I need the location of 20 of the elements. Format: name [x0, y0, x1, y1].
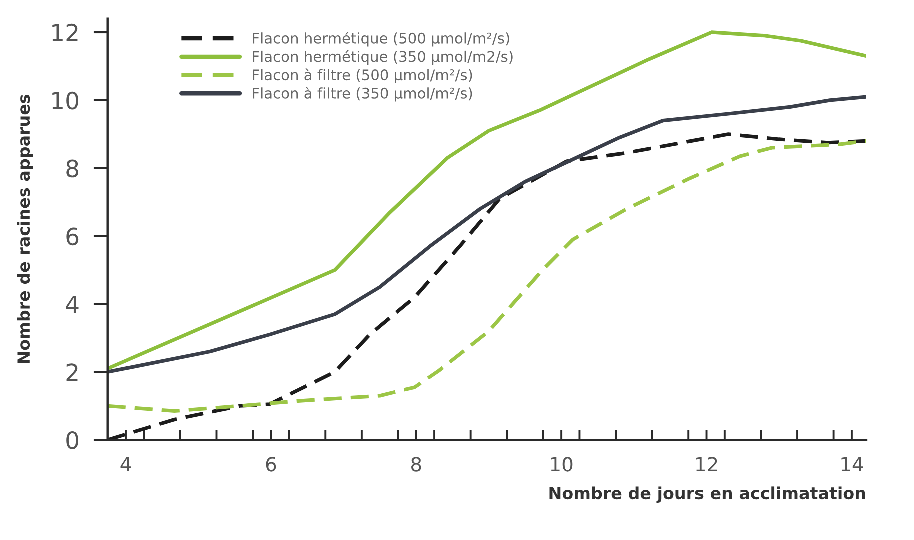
y-tick-label: 2	[66, 364, 78, 382]
y-tick-label: 4	[66, 296, 79, 314]
legend-label: Flacon à filtre (500 µmol/m²/s)	[253, 68, 472, 84]
y-tick-label: 10	[52, 92, 79, 110]
x-tick-label: 14	[842, 457, 864, 472]
x-tick-label: 10	[551, 457, 573, 472]
y-tick-label: 8	[66, 160, 78, 178]
y-tick-label: 0	[66, 432, 79, 450]
x-tick-label: 8	[412, 457, 422, 472]
x-tick-label: 12	[696, 457, 718, 472]
x-axis-title: Nombre de jours en acclimatation	[550, 486, 866, 503]
y-tick-label: 6	[66, 228, 79, 246]
x-tick-label: 4	[120, 457, 132, 472]
legend-label: Flacon hermétique (350 µmol/m2/s)	[253, 50, 513, 66]
line-series	[108, 30, 866, 371]
x-tick-label: 6	[266, 457, 276, 472]
y-axis-title: Nombre de racines apparues	[17, 94, 34, 364]
legend-label: Flacon hermétique (500 µmol/m²/s)	[253, 32, 510, 47]
legend-label: Flacon à filtre (350 µmol/m²/s)	[253, 87, 472, 102]
y-tick-label: 12	[52, 24, 78, 42]
